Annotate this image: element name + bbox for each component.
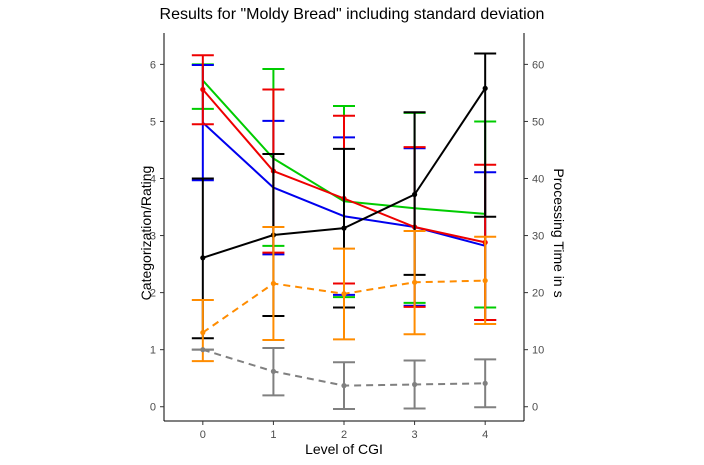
data-point xyxy=(200,347,206,353)
y2-axis-label: Processing Time in s xyxy=(551,168,567,298)
y-tick-label: 5 xyxy=(150,116,156,128)
y2-tick-label: 60 xyxy=(532,59,544,71)
data-point xyxy=(341,291,347,297)
y2-tick-label: 40 xyxy=(532,174,544,186)
y-tick-label: 6 xyxy=(150,59,156,71)
data-point xyxy=(200,86,206,93)
data-point xyxy=(200,329,206,336)
y-tick-label: 3 xyxy=(150,231,156,243)
data-point xyxy=(341,225,347,231)
data-point xyxy=(411,191,418,198)
y2-tick-label: 20 xyxy=(532,288,544,300)
y2-tick-label: 0 xyxy=(532,402,538,414)
data-point xyxy=(200,255,206,261)
y2-tick-label: 10 xyxy=(532,345,544,357)
data-point xyxy=(411,381,418,388)
x-tick-label: 2 xyxy=(341,429,347,441)
data-point xyxy=(411,279,418,285)
data-point xyxy=(482,278,488,284)
y-tick-label: 0 xyxy=(150,402,156,414)
chart-title: Results for "Moldy Bread" including stan… xyxy=(159,6,545,23)
x-tick-label: 0 xyxy=(200,429,206,441)
data-point xyxy=(482,85,488,91)
data-point xyxy=(341,383,347,389)
x-tick-label: 4 xyxy=(482,429,488,441)
y2-tick-label: 30 xyxy=(532,231,544,243)
y-tick-label: 2 xyxy=(150,288,156,300)
data-point xyxy=(270,368,277,374)
data-point xyxy=(482,380,488,386)
y-axis-label: Categorization/Rating xyxy=(138,165,154,301)
data-point xyxy=(270,280,277,287)
y-tick-label: 4 xyxy=(150,174,156,186)
y2-tick-label: 50 xyxy=(532,116,544,128)
y-tick-label: 1 xyxy=(150,345,156,357)
x-tick-label: 1 xyxy=(270,429,276,441)
x-tick-label: 3 xyxy=(412,429,418,441)
x-axis-label: Level of CGI xyxy=(305,441,383,457)
